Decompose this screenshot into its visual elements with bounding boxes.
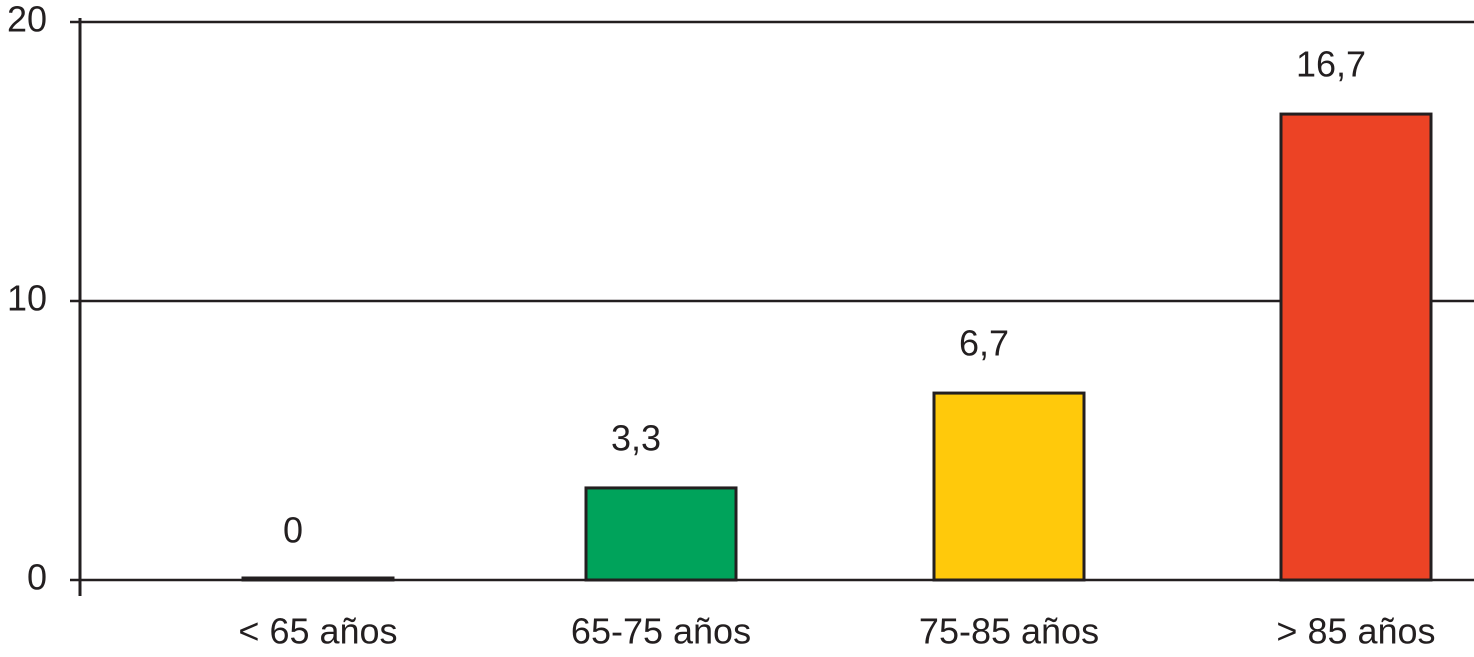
y-tick-label: 0 — [27, 557, 47, 598]
x-tick-label: < 65 años — [238, 611, 397, 652]
x-tick-label: > 85 años — [1276, 611, 1435, 652]
bar — [1279, 112, 1433, 582]
data-label: 0 — [283, 510, 303, 551]
x-tick-label: 65-75 años — [571, 611, 751, 652]
y-tick-label: 10 — [7, 278, 47, 319]
bar — [932, 391, 1086, 582]
bar — [584, 486, 738, 582]
data-label: 3,3 — [611, 417, 661, 458]
data-label: 16,7 — [1296, 44, 1366, 85]
x-tick-label: 75-85 años — [919, 611, 1099, 652]
y-tick-label: 20 — [7, 0, 47, 40]
data-label: 6,7 — [959, 323, 1009, 364]
bar — [241, 576, 395, 582]
